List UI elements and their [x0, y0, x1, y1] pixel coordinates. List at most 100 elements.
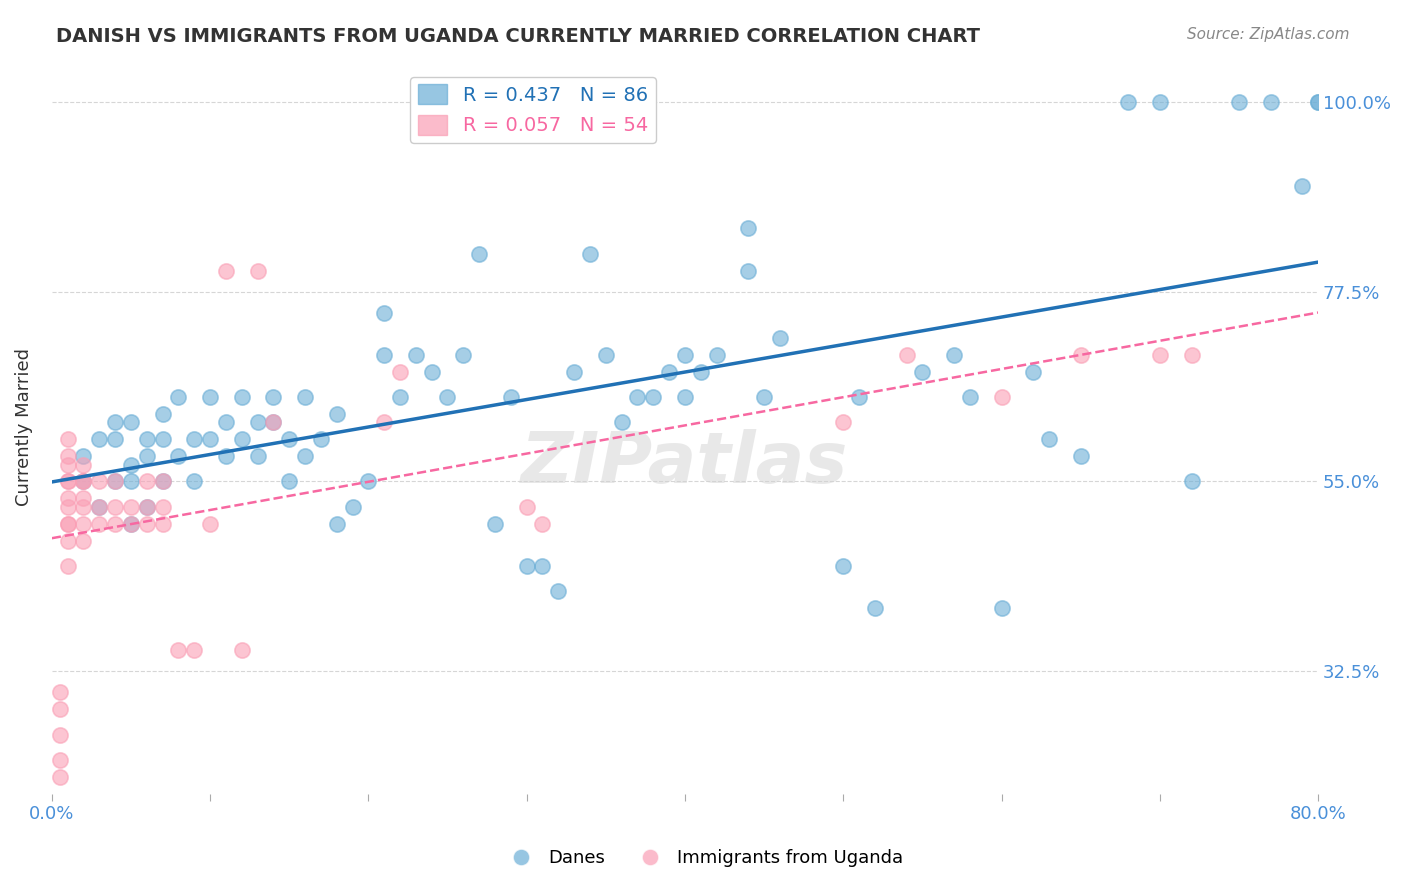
Point	[1022, 365, 1045, 379]
Point	[863, 601, 886, 615]
Point	[911, 365, 934, 379]
Point	[48, 702, 70, 716]
Point	[56, 516, 79, 531]
Point	[183, 475, 205, 489]
Point	[1180, 348, 1202, 362]
Point	[72, 449, 94, 463]
Text: DANISH VS IMMIGRANTS FROM UGANDA CURRENTLY MARRIED CORRELATION CHART: DANISH VS IMMIGRANTS FROM UGANDA CURRENT…	[56, 27, 980, 45]
Point	[1260, 95, 1282, 109]
Point	[231, 390, 253, 404]
Point	[420, 365, 443, 379]
Point	[342, 500, 364, 514]
Point	[48, 728, 70, 742]
Point	[531, 558, 554, 573]
Point	[1149, 95, 1171, 109]
Point	[183, 643, 205, 657]
Point	[135, 516, 157, 531]
Point	[959, 390, 981, 404]
Point	[1291, 179, 1313, 194]
Point	[547, 584, 569, 599]
Point	[72, 458, 94, 472]
Point	[48, 685, 70, 699]
Point	[89, 516, 111, 531]
Point	[706, 348, 728, 362]
Point	[262, 390, 284, 404]
Text: Source: ZipAtlas.com: Source: ZipAtlas.com	[1187, 27, 1350, 42]
Point	[278, 432, 301, 446]
Point	[56, 533, 79, 548]
Point	[48, 770, 70, 784]
Point	[120, 475, 142, 489]
Point	[531, 516, 554, 531]
Point	[56, 449, 79, 463]
Point	[56, 558, 79, 573]
Point	[167, 390, 190, 404]
Point	[1180, 475, 1202, 489]
Point	[135, 500, 157, 514]
Point	[89, 500, 111, 514]
Point	[737, 263, 759, 277]
Point	[262, 416, 284, 430]
Point	[56, 458, 79, 472]
Point	[516, 500, 538, 514]
Point	[405, 348, 427, 362]
Point	[135, 449, 157, 463]
Point	[1308, 95, 1330, 109]
Point	[499, 390, 522, 404]
Point	[152, 432, 174, 446]
Point	[246, 263, 269, 277]
Point	[120, 416, 142, 430]
Point	[152, 475, 174, 489]
Point	[152, 475, 174, 489]
Point	[484, 516, 506, 531]
Point	[120, 516, 142, 531]
Text: ZIPatlas: ZIPatlas	[522, 429, 849, 498]
Point	[832, 558, 855, 573]
Point	[104, 516, 127, 531]
Point	[373, 416, 395, 430]
Point	[673, 348, 696, 362]
Point	[89, 475, 111, 489]
Point	[325, 516, 347, 531]
Point	[262, 416, 284, 430]
Y-axis label: Currently Married: Currently Married	[15, 348, 32, 506]
Point	[516, 558, 538, 573]
Point	[167, 643, 190, 657]
Point	[104, 432, 127, 446]
Point	[373, 348, 395, 362]
Point	[56, 475, 79, 489]
Point	[990, 390, 1012, 404]
Legend: R = 0.437   N = 86, R = 0.057   N = 54: R = 0.437 N = 86, R = 0.057 N = 54	[411, 77, 655, 143]
Point	[610, 416, 633, 430]
Point	[737, 221, 759, 235]
Point	[373, 306, 395, 320]
Point	[848, 390, 870, 404]
Point	[104, 475, 127, 489]
Point	[294, 449, 316, 463]
Point	[198, 390, 221, 404]
Point	[453, 348, 475, 362]
Point	[278, 475, 301, 489]
Point	[89, 432, 111, 446]
Point	[752, 390, 775, 404]
Point	[135, 475, 157, 489]
Point	[120, 516, 142, 531]
Point	[246, 416, 269, 430]
Point	[562, 365, 585, 379]
Point	[769, 331, 792, 345]
Point	[579, 246, 602, 260]
Point	[943, 348, 966, 362]
Point	[72, 516, 94, 531]
Point	[215, 416, 238, 430]
Point	[643, 390, 665, 404]
Point	[72, 475, 94, 489]
Point	[167, 449, 190, 463]
Legend: Danes, Immigrants from Uganda: Danes, Immigrants from Uganda	[495, 842, 911, 874]
Point	[1149, 348, 1171, 362]
Point	[104, 416, 127, 430]
Point	[104, 500, 127, 514]
Point	[1038, 432, 1060, 446]
Point	[135, 432, 157, 446]
Point	[183, 432, 205, 446]
Point	[1308, 95, 1330, 109]
